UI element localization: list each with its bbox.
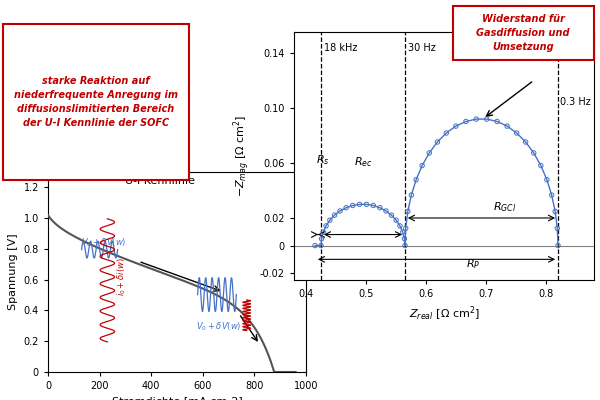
Point (401, 225, 410, 232)
Point (512, 130, 521, 136)
Point (521, 139, 530, 145)
Point (316, 242, 326, 249)
Text: U-i Kennlinie: U-i Kennlinie (125, 176, 196, 186)
Text: $R_P$: $R_P$ (467, 258, 481, 271)
Point (412, 176, 421, 183)
Text: $R_{ec}$: $R_{ec}$ (354, 156, 373, 170)
Point (362, 201, 371, 208)
Text: $i_0 + \delta i(w)$: $i_0 + \delta i(w)$ (115, 257, 128, 296)
Point (492, 118, 502, 125)
Point (310, 242, 320, 249)
Point (403, 208, 413, 214)
Point (386, 212, 396, 218)
Point (348, 202, 358, 209)
Text: $R_{GCl}$: $R_{GCl}$ (493, 200, 517, 214)
Point (542, 176, 551, 183)
Point (400, 236, 409, 242)
Point (536, 162, 545, 169)
Text: $V_0 + \delta V(w)$: $V_0 + \delta V(w)$ (81, 236, 127, 249)
Point (424, 150, 434, 156)
Point (398, 229, 407, 235)
Point (355, 201, 364, 208)
Text: 30 Hz: 30 Hz (408, 43, 436, 53)
Point (461, 118, 471, 125)
Point (553, 242, 563, 249)
Point (442, 130, 451, 136)
Point (335, 208, 345, 214)
Point (325, 217, 335, 223)
Point (407, 192, 416, 198)
Y-axis label: $-Z_{mag}\ [\Omega\ \mathrm{cm}^2]$: $-Z_{mag}\ [\Omega\ \mathrm{cm}^2]$ (231, 115, 252, 197)
Point (472, 116, 481, 122)
Point (529, 150, 539, 156)
Point (368, 202, 378, 209)
Point (317, 236, 326, 242)
Text: $V_0 + \delta V(w)$: $V_0 + \delta V(w)$ (196, 321, 242, 333)
Point (391, 217, 401, 223)
Point (547, 192, 556, 198)
Text: 0.3 Hz: 0.3 Hz (560, 97, 591, 107)
Point (395, 223, 405, 229)
Text: Widerstand für
Gasdiffusion und
Umsetzung: Widerstand für Gasdiffusion und Umsetzun… (476, 14, 570, 52)
Point (553, 225, 562, 232)
Text: starke Reaktion auf
niederfrequente Anregung im
diffusionslimitierten Bereich
de: starke Reaktion auf niederfrequente Anre… (14, 76, 178, 128)
Point (502, 123, 512, 129)
Point (319, 229, 328, 235)
Point (418, 162, 427, 169)
Point (321, 223, 331, 229)
Point (375, 204, 385, 211)
Point (482, 116, 491, 122)
X-axis label: $Z_{real}\ [\Omega\ \mathrm{cm}^2]$: $Z_{real}\ [\Omega\ \mathrm{cm}^2]$ (409, 304, 479, 323)
Point (550, 208, 560, 214)
Point (451, 123, 461, 129)
Y-axis label: Spannung [V]: Spannung [V] (8, 234, 18, 310)
Point (341, 204, 351, 211)
Point (400, 242, 410, 249)
Point (330, 212, 340, 218)
Text: 18 kHz: 18 kHz (324, 43, 358, 53)
Text: $R_s$: $R_s$ (316, 153, 329, 167)
Point (433, 139, 442, 145)
Point (381, 208, 391, 214)
X-axis label: Stromdichte [mA cm-2]: Stromdichte [mA cm-2] (112, 396, 242, 400)
